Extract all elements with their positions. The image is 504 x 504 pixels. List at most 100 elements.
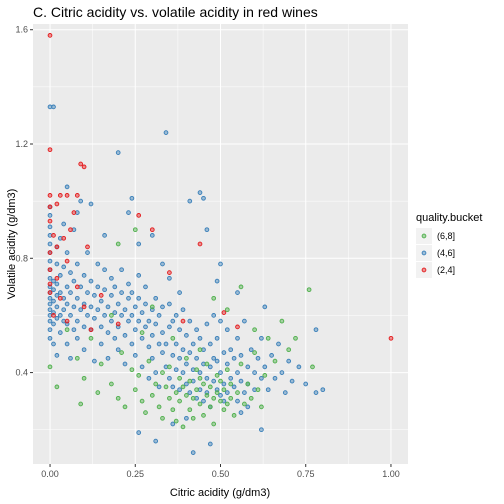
data-point: [190, 395, 196, 401]
data-point: [85, 244, 90, 250]
data-point: [180, 370, 186, 375]
data-point: [218, 370, 223, 375]
data-point: [78, 307, 84, 313]
data-point: [122, 333, 128, 338]
data-point: [51, 341, 56, 347]
data-point: [224, 327, 230, 333]
data-point: [218, 393, 223, 398]
data-point: [313, 327, 319, 333]
data-point: [81, 375, 87, 381]
data-point: [235, 335, 240, 341]
data-point: [180, 347, 186, 353]
data-point: [204, 321, 210, 327]
data-point: [214, 373, 220, 378]
legend-key-symbol: [421, 250, 427, 256]
data-point: [98, 341, 104, 347]
data-point: [112, 284, 118, 290]
data-point: [224, 401, 230, 407]
data-point: [57, 313, 63, 318]
data-point: [197, 335, 203, 341]
data-point: [47, 335, 53, 341]
data-points: [47, 33, 394, 455]
data-point: [57, 290, 63, 295]
data-point: [64, 250, 70, 255]
data-point: [81, 304, 87, 310]
data-point: [54, 384, 60, 390]
data-point: [115, 241, 121, 247]
x-tick-label: 0.25: [127, 469, 145, 479]
data-point: [224, 307, 230, 313]
data-point: [139, 364, 145, 370]
data-point: [228, 381, 234, 387]
data-point: [184, 355, 189, 361]
data-point: [228, 347, 234, 353]
data-point: [184, 393, 189, 398]
data-point: [54, 275, 60, 281]
data-point: [47, 250, 53, 255]
data-point: [57, 295, 63, 301]
data-point: [85, 313, 90, 318]
data-point: [167, 395, 172, 401]
data-point: [95, 284, 101, 290]
data-point: [279, 318, 285, 324]
data-point: [156, 341, 162, 347]
data-point: [218, 398, 223, 404]
data-point: [119, 350, 124, 355]
data-point: [109, 313, 114, 318]
data-point: [132, 304, 138, 310]
data-point: [207, 384, 213, 390]
data-point: [149, 333, 155, 338]
data-point: [51, 233, 56, 238]
data-point: [95, 390, 101, 395]
data-point: [115, 150, 121, 155]
data-point: [47, 275, 53, 281]
data-point: [221, 350, 227, 355]
data-point: [221, 310, 227, 315]
data-point: [269, 353, 274, 358]
data-point: [143, 284, 148, 290]
data-point: [88, 304, 94, 310]
data-point: [115, 347, 121, 353]
data-point: [259, 427, 264, 433]
data-point: [245, 404, 251, 410]
data-point: [276, 341, 281, 347]
data-point: [54, 201, 60, 207]
data-point: [132, 227, 138, 233]
data-point: [190, 415, 196, 421]
data-point: [167, 364, 172, 370]
data-point: [218, 261, 223, 267]
data-point: [190, 341, 196, 347]
data-point: [47, 295, 53, 301]
data-point: [129, 195, 135, 201]
data-point: [98, 298, 104, 304]
data-point: [68, 290, 73, 295]
data-point: [78, 401, 84, 407]
data-point: [68, 227, 73, 233]
y-tick-label: 0.4: [15, 368, 28, 378]
data-point: [85, 250, 90, 255]
data-point: [81, 164, 87, 170]
data-point: [139, 330, 145, 335]
data-point: [47, 147, 53, 153]
data-point: [85, 290, 90, 295]
data-point: [207, 441, 213, 447]
data-point: [242, 318, 247, 324]
data-point: [109, 275, 114, 281]
data-point: [262, 373, 268, 378]
data-point: [68, 313, 73, 318]
data-point: [64, 341, 70, 347]
data-point: [173, 418, 179, 424]
data-point: [170, 407, 176, 413]
data-point: [242, 390, 247, 395]
data-point: [235, 290, 240, 295]
data-point: [207, 364, 213, 370]
data-point: [180, 318, 186, 324]
data-point: [252, 350, 257, 355]
data-point: [282, 390, 288, 395]
data-point: [388, 335, 394, 341]
data-point: [109, 293, 114, 298]
data-point: [47, 318, 53, 324]
data-point: [194, 387, 199, 393]
data-point: [149, 355, 155, 361]
data-point: [98, 361, 104, 367]
